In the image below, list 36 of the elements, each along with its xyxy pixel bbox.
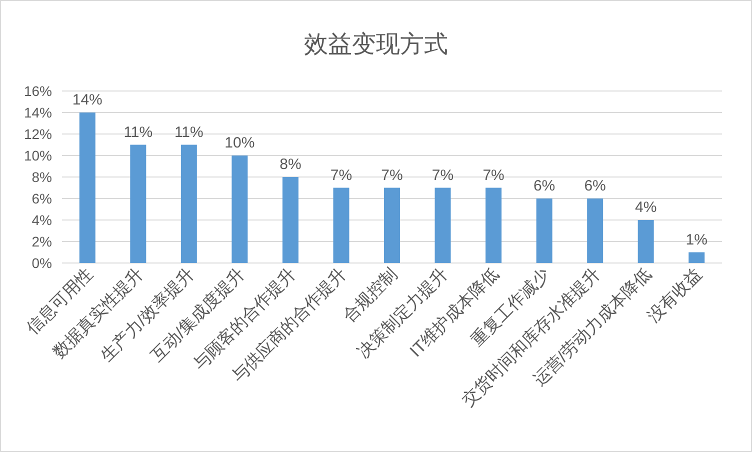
data-label: 6% <box>533 178 556 194</box>
y-tick-label: 16% <box>24 83 52 99</box>
y-tick-label: 4% <box>32 212 52 228</box>
y-tick-label: 10% <box>24 148 52 164</box>
bar <box>486 188 502 263</box>
bar <box>130 144 146 263</box>
data-label: 14% <box>72 92 102 108</box>
bar <box>180 144 197 263</box>
y-tick-label: 8% <box>32 169 52 185</box>
data-label: 10% <box>224 134 255 152</box>
data-label: 8% <box>280 156 302 173</box>
y-tick-label: 0% <box>32 255 52 271</box>
data-label: 11% <box>174 124 204 141</box>
y-tick-label: 2% <box>32 234 52 250</box>
data-label: 4% <box>635 199 657 216</box>
bar <box>333 188 350 263</box>
data-label: 1% <box>686 231 708 248</box>
bar <box>536 198 552 263</box>
data-label: 6% <box>584 178 606 194</box>
bar <box>587 198 604 263</box>
data-label: 7% <box>330 166 352 184</box>
bar <box>434 188 451 263</box>
y-tick-label: 12% <box>24 126 52 142</box>
y-tick-label: 14% <box>24 104 52 120</box>
bar <box>282 177 298 263</box>
data-label: 11% <box>124 124 153 141</box>
chart-title: 效益变现方式 <box>304 31 448 58</box>
bar <box>688 252 705 263</box>
bar <box>384 188 400 263</box>
data-label: 7% <box>381 166 403 184</box>
data-label: 7% <box>432 166 454 184</box>
data-label: 7% <box>482 166 504 184</box>
y-tick-label: 6% <box>32 190 52 206</box>
bar <box>638 220 654 263</box>
bar <box>79 112 96 263</box>
bar <box>232 156 248 263</box>
